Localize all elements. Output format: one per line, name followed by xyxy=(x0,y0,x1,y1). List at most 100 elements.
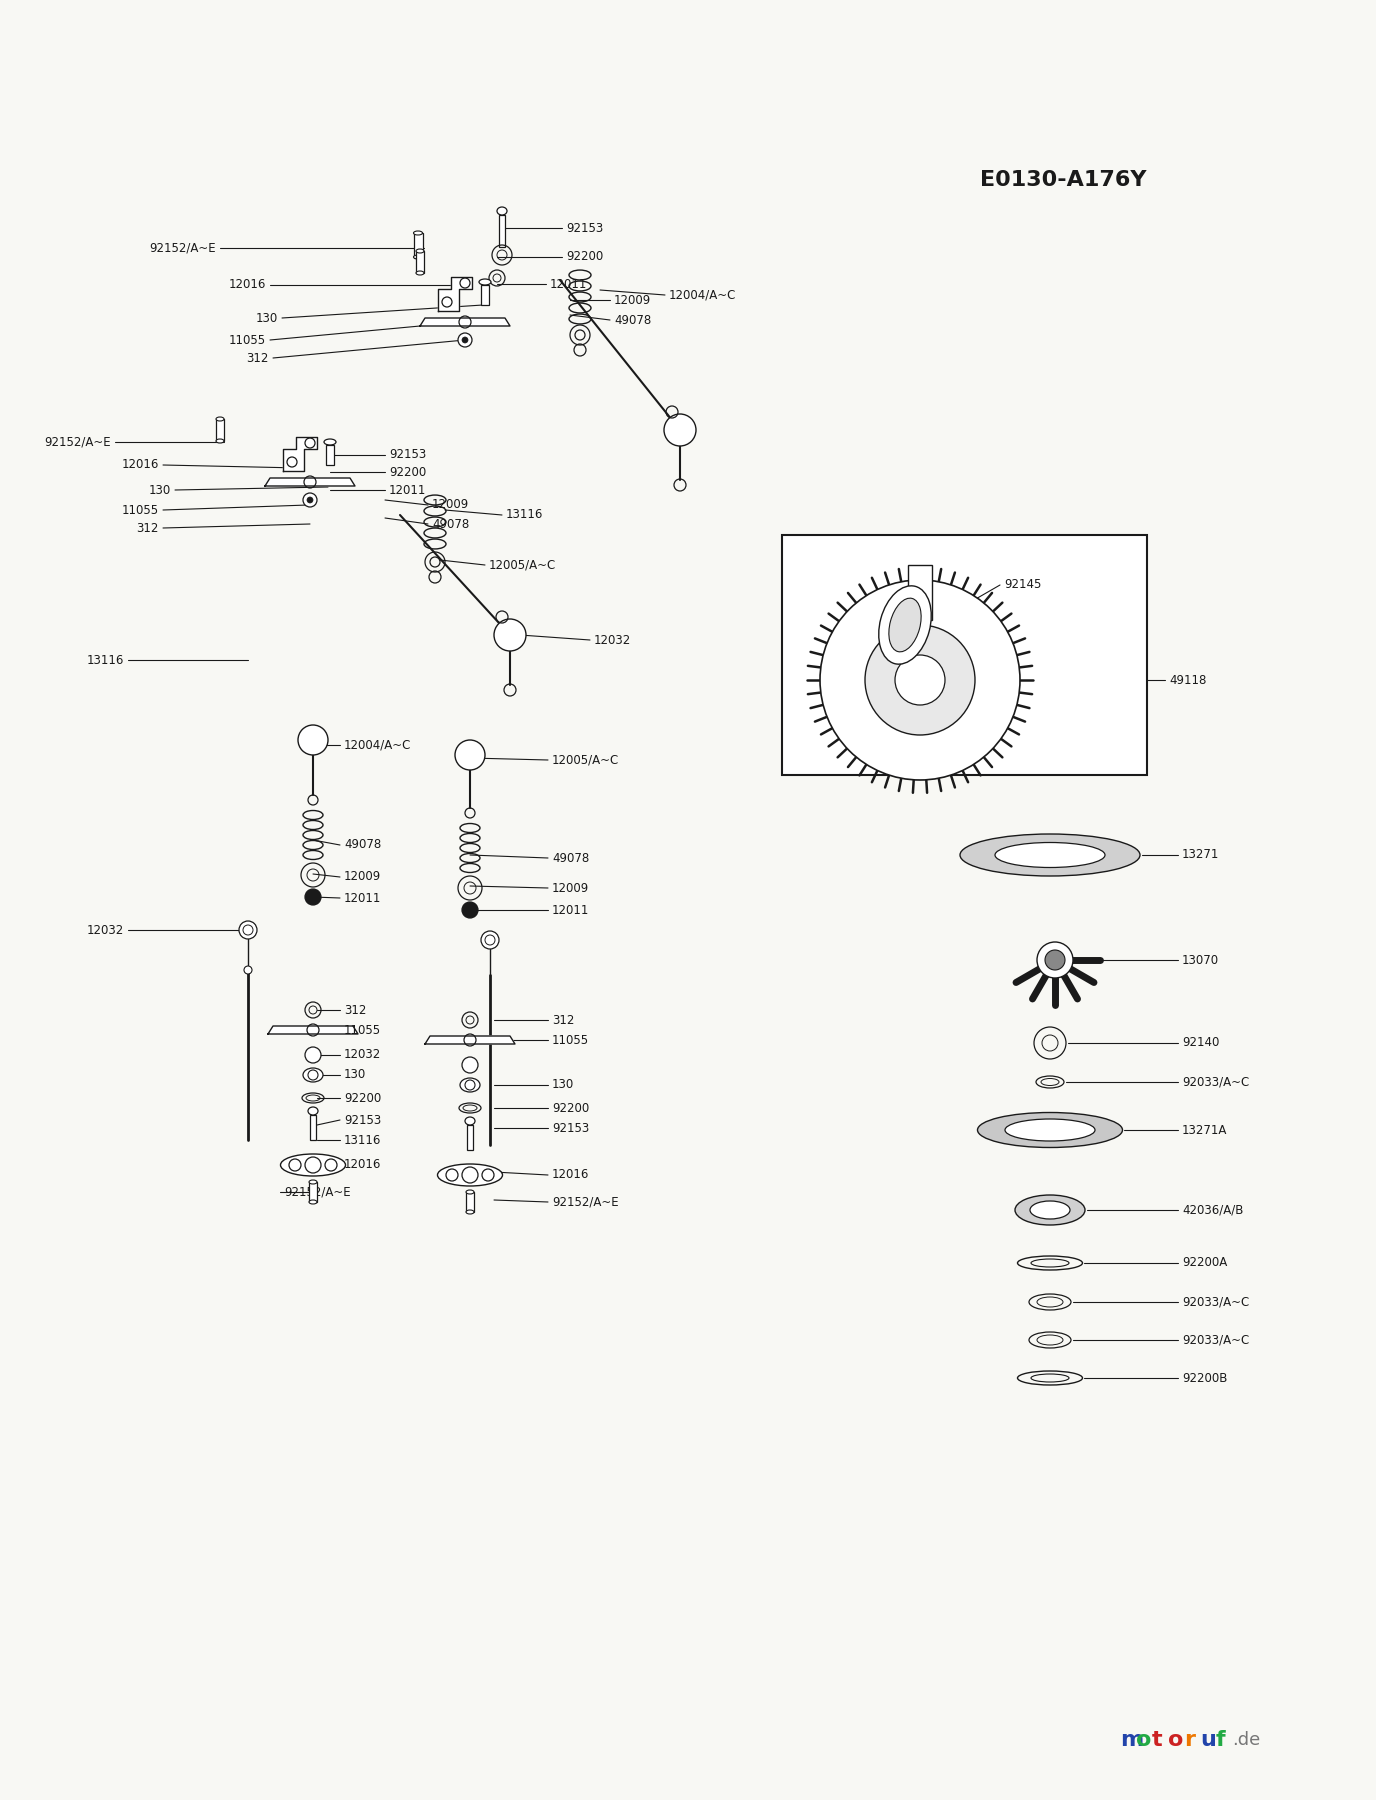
Circle shape xyxy=(665,414,696,446)
Bar xyxy=(908,565,932,619)
Bar xyxy=(482,284,488,304)
Bar xyxy=(782,535,1148,776)
Text: 92200: 92200 xyxy=(552,1102,589,1114)
Text: 92140: 92140 xyxy=(1182,1037,1219,1049)
Text: 92152/A~E: 92152/A~E xyxy=(150,241,216,254)
Polygon shape xyxy=(420,319,510,326)
Bar xyxy=(310,1183,316,1202)
Circle shape xyxy=(482,931,499,949)
Text: 130: 130 xyxy=(256,311,278,324)
Circle shape xyxy=(458,333,472,347)
Text: m: m xyxy=(1120,1730,1143,1750)
Text: 92200: 92200 xyxy=(389,466,427,479)
Text: 92152/A~E: 92152/A~E xyxy=(44,436,111,448)
Bar xyxy=(466,1192,473,1211)
Circle shape xyxy=(299,725,327,754)
Text: 12011: 12011 xyxy=(550,277,588,290)
Text: 92153: 92153 xyxy=(389,448,427,461)
Circle shape xyxy=(462,1057,477,1073)
Text: o: o xyxy=(1137,1730,1152,1750)
Text: 13116: 13116 xyxy=(344,1134,381,1147)
Text: .de: .de xyxy=(1232,1732,1260,1750)
Ellipse shape xyxy=(281,1154,345,1175)
Polygon shape xyxy=(438,277,472,311)
Bar xyxy=(326,445,334,464)
Polygon shape xyxy=(266,479,355,486)
Bar xyxy=(310,1114,316,1139)
Text: 92033/A~C: 92033/A~C xyxy=(1182,1334,1249,1346)
Text: 49078: 49078 xyxy=(344,839,381,851)
Text: 11055: 11055 xyxy=(228,333,266,346)
Text: 92200: 92200 xyxy=(344,1091,381,1105)
Text: 49078: 49078 xyxy=(614,313,651,326)
Circle shape xyxy=(462,902,477,918)
Ellipse shape xyxy=(416,272,424,275)
Text: 12009: 12009 xyxy=(552,882,589,895)
Text: 92152/A~E: 92152/A~E xyxy=(283,1186,351,1199)
Text: 13116: 13116 xyxy=(87,653,124,666)
Text: 49118: 49118 xyxy=(1170,673,1207,686)
Text: 12011: 12011 xyxy=(344,891,381,904)
Text: o: o xyxy=(1168,1730,1183,1750)
Text: 12009: 12009 xyxy=(344,871,381,884)
Text: 130: 130 xyxy=(344,1069,366,1082)
Ellipse shape xyxy=(414,230,422,236)
Text: u: u xyxy=(1200,1730,1216,1750)
Ellipse shape xyxy=(960,833,1139,877)
Text: 11055: 11055 xyxy=(344,1024,381,1037)
Text: 92033/A~C: 92033/A~C xyxy=(1182,1075,1249,1089)
Bar xyxy=(414,232,422,257)
Text: 12032: 12032 xyxy=(344,1048,381,1062)
Text: 92200B: 92200B xyxy=(1182,1372,1227,1384)
Text: 92153: 92153 xyxy=(566,221,603,234)
Circle shape xyxy=(820,580,1020,779)
Text: 49078: 49078 xyxy=(432,518,469,531)
Ellipse shape xyxy=(323,439,336,445)
Text: 12032: 12032 xyxy=(594,634,632,646)
Ellipse shape xyxy=(479,279,491,284)
Ellipse shape xyxy=(308,1107,318,1114)
Ellipse shape xyxy=(416,248,424,254)
Text: 312: 312 xyxy=(136,522,160,535)
Text: 92200A: 92200A xyxy=(1182,1256,1227,1269)
Text: 11055: 11055 xyxy=(122,504,160,517)
Ellipse shape xyxy=(1031,1201,1071,1219)
Text: 12016: 12016 xyxy=(552,1168,589,1181)
Text: 12032: 12032 xyxy=(87,923,124,936)
Polygon shape xyxy=(425,1037,515,1044)
Text: 12005/A~C: 12005/A~C xyxy=(552,754,619,767)
Text: 12011: 12011 xyxy=(389,484,427,497)
Ellipse shape xyxy=(216,439,224,443)
Ellipse shape xyxy=(303,1067,323,1082)
Ellipse shape xyxy=(1004,1120,1095,1141)
Text: E0130-A176Y: E0130-A176Y xyxy=(980,169,1146,191)
Text: 92033/A~C: 92033/A~C xyxy=(1182,1296,1249,1309)
Text: 42036/A/B: 42036/A/B xyxy=(1182,1204,1244,1217)
Circle shape xyxy=(455,740,484,770)
Ellipse shape xyxy=(460,1078,480,1093)
Text: 12004/A~C: 12004/A~C xyxy=(344,738,411,752)
Text: 13070: 13070 xyxy=(1182,954,1219,967)
Text: 92152/A~E: 92152/A~E xyxy=(552,1195,619,1208)
Circle shape xyxy=(303,493,316,508)
Text: 312: 312 xyxy=(552,1013,574,1026)
Circle shape xyxy=(494,619,526,652)
Text: 130: 130 xyxy=(149,484,171,497)
Circle shape xyxy=(305,1048,321,1064)
Text: 12016: 12016 xyxy=(121,459,160,472)
Circle shape xyxy=(307,497,312,502)
Ellipse shape xyxy=(310,1201,316,1204)
Circle shape xyxy=(894,655,945,706)
Circle shape xyxy=(866,625,976,734)
Polygon shape xyxy=(268,1026,358,1033)
Bar xyxy=(216,419,224,441)
Ellipse shape xyxy=(497,207,506,214)
Circle shape xyxy=(1038,941,1073,977)
Circle shape xyxy=(244,967,252,974)
Text: 12005/A~C: 12005/A~C xyxy=(488,558,556,572)
Ellipse shape xyxy=(465,1118,475,1125)
Ellipse shape xyxy=(216,418,224,421)
Text: 49078: 49078 xyxy=(552,851,589,864)
Circle shape xyxy=(1044,950,1065,970)
Ellipse shape xyxy=(438,1165,502,1186)
